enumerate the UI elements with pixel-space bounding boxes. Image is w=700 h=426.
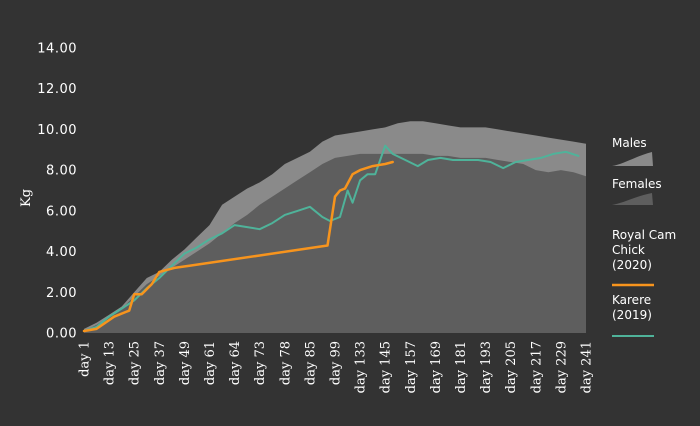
x-tick-label: day 25 [128, 341, 143, 385]
legend-males-swatch [612, 152, 653, 166]
x-tick-label: day 229 [554, 341, 569, 393]
line-layer [82, 144, 580, 333]
x-tick-label: day 61 [203, 341, 218, 385]
x-tick-label: day 85 [303, 341, 318, 385]
x-tick-label: day 241 [580, 341, 595, 393]
x-tick-label: day 78 [278, 341, 293, 385]
y-axis-label: Kg [19, 189, 34, 207]
x-tick-label: day 1 [78, 341, 93, 377]
area-females [84, 153, 586, 333]
legend-karere-label: Karere [612, 293, 651, 307]
x-tick-label: day 13 [103, 341, 118, 385]
legend-karere-label: (2019) [612, 308, 652, 322]
x-tick-label: day 49 [178, 341, 193, 385]
y-tick-label: 14.00 [37, 42, 77, 57]
legend-royal-cam-label: (2020) [612, 258, 652, 272]
x-tick-label: day 133 [354, 341, 369, 393]
x-tick-label: day 181 [454, 341, 469, 393]
x-axis-ticks: day 1 day 13 day 25 day 37 day 49 day 61 day 6… [78, 341, 595, 393]
x-tick-label: day 37 [153, 341, 168, 385]
x-tick-label: day 73 [253, 341, 268, 385]
x-tick-label: day 193 [479, 341, 494, 393]
y-tick-label: 0.00 [46, 327, 77, 342]
area-layer [84, 121, 586, 333]
y-tick-label: 8.00 [46, 164, 77, 179]
x-tick-label: day 157 [404, 341, 419, 393]
y-tick-label: 4.00 [46, 245, 77, 260]
x-tick-label: day 205 [504, 341, 519, 393]
x-tick-label: day 169 [429, 341, 444, 393]
legend-males-label: Males [612, 136, 647, 150]
x-tick-label: day 217 [529, 341, 544, 393]
legend-royal-cam-label: Royal Cam [612, 228, 676, 242]
legend-females-label: Females [612, 177, 662, 191]
legend-females-swatch [612, 193, 653, 205]
y-tick-label: 12.00 [37, 82, 77, 97]
y-tick-label: 6.00 [46, 204, 77, 219]
x-tick-label: day 64 [228, 341, 243, 385]
line-royal-cam-chick [82, 160, 394, 333]
y-tick-label: 2.00 [46, 286, 77, 301]
x-tick-label: day 99 [329, 341, 344, 385]
line-karere [83, 144, 580, 332]
x-tick-label: day 145 [379, 341, 394, 393]
legend-royal-cam-label: Chick [612, 243, 645, 257]
y-axis-ticks: 0.00 2.00 4.00 6.00 8.00 10.00 12.00 14.00 [37, 42, 77, 342]
y-tick-label: 10.00 [37, 123, 77, 138]
